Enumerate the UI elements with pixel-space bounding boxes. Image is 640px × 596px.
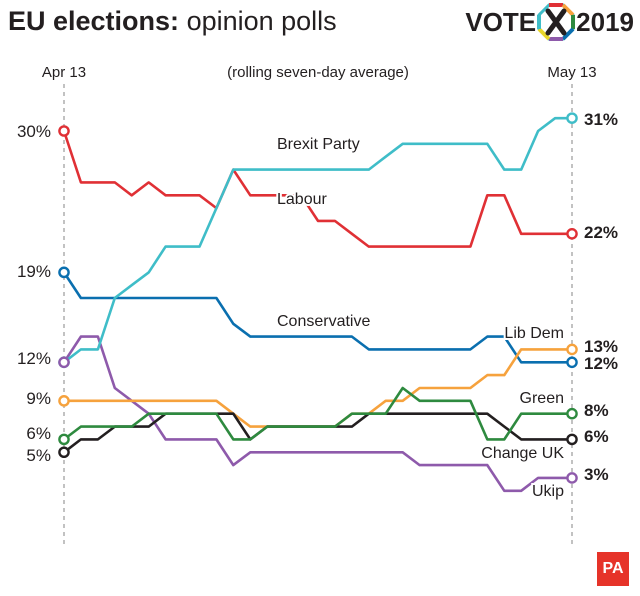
conservative-line — [62, 271, 572, 364]
change-uk-end-value: 6% — [584, 427, 609, 446]
ballot-cross-icon — [537, 3, 576, 41]
green-series-label: Green — [520, 390, 564, 407]
conservative-series-label: Conservative — [277, 313, 370, 330]
change-uk-series-label: Change UK — [481, 445, 564, 462]
ukip-line — [62, 335, 572, 493]
brexit-party-line — [63, 116, 572, 364]
labour-series-label: Labour — [277, 191, 327, 208]
green-end-marker — [566, 407, 578, 420]
conservative-start-marker — [58, 266, 70, 279]
conservative-end-marker — [566, 356, 578, 369]
ukip-end-marker — [566, 472, 578, 484]
green-line — [63, 386, 572, 441]
lib-dem-start-marker — [58, 395, 70, 407]
lib-dem-end-value: 13% — [584, 337, 618, 356]
labour-end-value: 22% — [584, 223, 618, 242]
conservative-start-value: 19% — [17, 262, 51, 281]
logo-year-text: 2019 — [576, 6, 634, 37]
brexit-party-end-value: 31% — [584, 110, 618, 129]
chart-subtitle: (rolling seven-day average) — [227, 64, 409, 81]
ukip-series-label: Ukip — [532, 483, 564, 500]
lib-dem-end-marker — [566, 343, 578, 356]
change-uk-start-value: 5% — [26, 446, 51, 465]
lib-dem-line — [64, 348, 572, 428]
pa-logo: PA — [597, 552, 629, 586]
vote-2019-logo: VOTE 2019 — [465, 2, 634, 42]
lib-dem-start-value: 9% — [26, 389, 51, 408]
start-date-label: Apr 13 — [42, 64, 86, 81]
labour-end-marker — [566, 227, 578, 240]
green-end-value: 8% — [584, 401, 609, 420]
green-start-marker — [58, 433, 70, 446]
change-uk-start-marker — [58, 446, 70, 459]
labour-line — [62, 130, 572, 248]
labour-start-marker — [58, 125, 70, 137]
ukip-end-value: 3% — [584, 465, 609, 484]
change-uk-end-marker — [566, 433, 578, 446]
chart-title: EU elections: opinion polls — [8, 6, 337, 37]
title-bold: EU elections: — [8, 6, 180, 36]
brexit-party-start-value: 12% — [17, 349, 51, 368]
conservative-end-value: 12% — [584, 354, 618, 373]
logo-vote-text: VOTE — [465, 6, 537, 37]
labour-start-value: 30% — [17, 122, 51, 141]
end-date-label: May 13 — [547, 64, 596, 81]
brexit-party-end-marker — [566, 112, 578, 124]
green-start-value: 6% — [26, 424, 51, 443]
title-rest: opinion polls — [186, 6, 337, 36]
brexit-party-series-label: Brexit Party — [277, 136, 360, 153]
lib-dem-series-label: Lib Dem — [504, 325, 564, 342]
ukip-start-marker — [58, 356, 70, 369]
